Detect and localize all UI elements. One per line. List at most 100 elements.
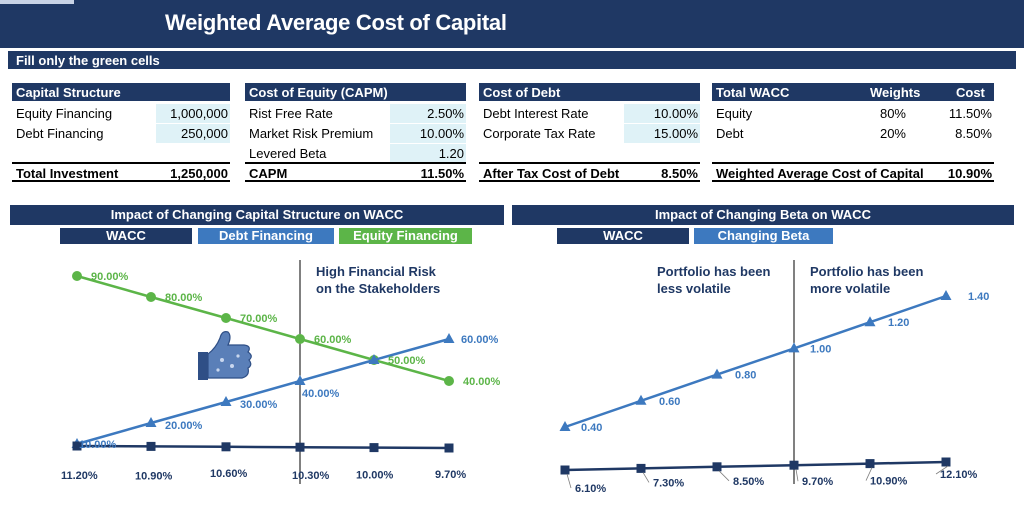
chart2-annotation-right: more volatile xyxy=(810,281,890,296)
chart2-beta-label: 1.20 xyxy=(888,317,909,329)
market-risk-premium-input[interactable]: 10.00% xyxy=(419,126,464,141)
chart2-legend-wacc[interactable]: WACC xyxy=(557,228,689,244)
chart2-wacc-point xyxy=(941,457,951,467)
table-row: Equity 80% 11.50% xyxy=(712,104,994,123)
chart1-wacc-point xyxy=(444,443,454,453)
chart1-equity-point xyxy=(146,292,156,302)
chart2-title: Impact of Changing Beta on WACC xyxy=(512,205,1014,225)
chart2-wacc-leader xyxy=(935,465,949,475)
row-label: Debt Interest Rate xyxy=(483,106,589,121)
row-label: Market Risk Premium xyxy=(249,126,374,141)
equity-cost: 11.50% xyxy=(948,106,992,121)
equity-financing-input[interactable]: 1,000,000 xyxy=(170,106,228,121)
chart1-equity-label: 90.00% xyxy=(91,271,129,283)
chart2-wacc-leader xyxy=(795,469,799,482)
total-value: 1,250,000 xyxy=(170,166,228,181)
table-row: Levered Beta 1.20 xyxy=(245,144,466,163)
chart1-wacc-point xyxy=(295,442,305,452)
chart1-legend-debt[interactable]: Debt Financing xyxy=(198,228,334,244)
instruction-bar: Fill only the green cells xyxy=(8,51,1016,69)
chart1-equity-point xyxy=(295,334,305,344)
chart1-wacc-point xyxy=(369,443,379,453)
chart2-beta-label: 0.60 xyxy=(659,396,680,408)
risk-free-rate-input[interactable]: 2.50% xyxy=(427,106,464,121)
beta-chart: Portfolio has been less volatile Portfolio… xyxy=(559,260,989,495)
chart2-wacc-leader xyxy=(642,472,650,483)
chart2-wacc-label: 8.50% xyxy=(733,476,764,488)
chart1-debt-label: 40.00% xyxy=(302,388,340,400)
input-cell[interactable] xyxy=(390,144,466,163)
sheet-tab[interactable] xyxy=(0,0,74,4)
chart2-beta-line xyxy=(564,294,947,429)
cost-of-equity-table: Cost of Equity (CAPM) Rist Free Rate 2.5… xyxy=(245,83,466,185)
input-cell[interactable] xyxy=(156,104,230,123)
debt-weight: 20% xyxy=(879,126,906,141)
total-value: 10.90% xyxy=(947,166,992,181)
chart1-equity-line xyxy=(76,274,450,383)
table-row: Market Risk Premium 10.00% xyxy=(245,124,466,143)
debt-cost: 8.50% xyxy=(955,126,992,141)
chart1-wacc-point xyxy=(146,441,156,451)
chart1-wacc-label: 10.30% xyxy=(292,470,330,482)
table-row: Debt Financing 250,000 xyxy=(12,124,230,143)
input-cell[interactable] xyxy=(390,104,466,123)
chart2-beta-label: 0.40 xyxy=(581,422,602,434)
chart2-annotation-right: Portfolio has been xyxy=(810,264,923,279)
chart2-wacc-label: 6.10% xyxy=(575,483,606,495)
chart2-wacc-leader xyxy=(865,467,873,481)
total-label: Total Investment xyxy=(16,166,119,181)
chart1-debt-point xyxy=(368,354,380,364)
input-cell[interactable] xyxy=(624,104,700,123)
levered-beta-input[interactable]: 1.20 xyxy=(438,146,464,161)
chart1-equity-label: 70.00% xyxy=(240,313,278,325)
input-cell[interactable] xyxy=(624,124,700,143)
total-wacc-header: Total WACC Weights Cost xyxy=(712,83,994,101)
chart1-wacc-point xyxy=(221,442,231,452)
capital-structure-header: Capital Structure xyxy=(12,83,230,101)
cost-of-debt-header: Cost of Debt xyxy=(479,83,700,101)
table-row: Debt 20% 8.50% xyxy=(712,124,994,143)
corporate-tax-rate-input[interactable]: 15.00% xyxy=(653,126,698,141)
chart2-beta-label: 1.00 xyxy=(810,343,831,355)
chart1-equity-point xyxy=(444,376,454,386)
debt-interest-rate-input[interactable]: 10.00% xyxy=(653,106,698,121)
row-label: Equity Financing xyxy=(16,106,113,121)
row-label: Debt xyxy=(716,126,744,141)
chart2-legend-beta[interactable]: Changing Beta xyxy=(694,228,833,244)
title-bar: Weighted Average Cost of Capital xyxy=(0,0,1024,48)
thumbs-up-icon xyxy=(198,331,252,380)
chart2-beta-label: 0.80 xyxy=(735,370,756,382)
chart1-debt-point xyxy=(294,375,306,385)
total-row: Weighted Average Cost of Capital 10.90% xyxy=(712,162,994,182)
cost-of-debt-table: Cost of Debt Debt Interest Rate 10.00% C… xyxy=(479,83,700,185)
chart1-wacc-label: 10.60% xyxy=(210,468,248,480)
debt-financing-input[interactable]: 250,000 xyxy=(181,126,228,141)
chart2-wacc-line xyxy=(564,460,947,472)
chart1-equity-label: 50.00% xyxy=(388,355,426,367)
row-label: Equity xyxy=(716,106,753,121)
chart1-legend-equity[interactable]: Equity Financing xyxy=(339,228,472,244)
chart1-wacc-point xyxy=(72,441,82,451)
chart1-annotation: High Financial Risk xyxy=(316,264,437,279)
input-cell[interactable] xyxy=(390,124,466,143)
table-row: Corporate Tax Rate 15.00% xyxy=(479,124,700,143)
input-cell[interactable] xyxy=(156,124,230,143)
chart1-debt-label: 20.00% xyxy=(165,420,203,432)
chart1-title: Impact of Changing Capital Structure on … xyxy=(10,205,504,225)
chart1-wacc-label: 11.20% xyxy=(61,470,98,482)
table-row: Debt Interest Rate 10.00% xyxy=(479,104,700,123)
total-row: Total Investment 1,250,000 xyxy=(12,162,230,182)
chart1-annotation: on the Stakeholders xyxy=(316,281,440,296)
chart1-debt-point xyxy=(443,333,455,343)
table-row: Rist Free Rate 2.50% xyxy=(245,104,466,123)
chart2-wacc-point xyxy=(712,462,722,472)
chart2-wacc-point xyxy=(865,459,875,469)
chart1-legend-wacc[interactable]: WACC xyxy=(60,228,192,244)
chart2-wacc-point xyxy=(636,463,646,473)
chart2-wacc-point xyxy=(560,465,570,475)
chart1-equity-point xyxy=(72,271,82,281)
table-row: Equity Financing 1,000,000 xyxy=(12,104,230,123)
total-row: CAPM 11.50% xyxy=(245,162,466,182)
chart2-annotation-left: less volatile xyxy=(657,281,731,296)
